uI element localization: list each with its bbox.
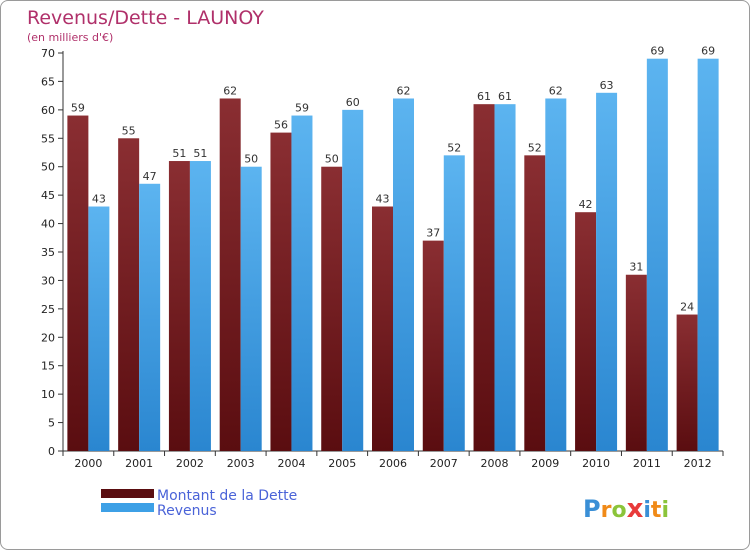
bar-revenus [443,155,465,452]
x-tick-label: 2011 [633,457,661,470]
y-tick-label: 55 [41,132,55,145]
data-label: 50 [244,153,258,166]
bar-revenus [291,115,313,452]
x-tick-label: 2002 [176,457,204,470]
bar-dette [422,240,444,451]
bar-revenus [88,206,110,451]
x-tick-label: 2009 [531,457,559,470]
bar-revenus [596,92,618,452]
data-label: 51 [193,147,207,160]
x-tick-label: 2010 [582,457,610,470]
x-tick-label: 2001 [125,457,153,470]
data-label: 61 [498,90,512,103]
x-tick-label: 2000 [74,457,102,470]
chart-axes: 0 5 10 15 20 25 30 35 40 45 50 55 60 65 70 2000 2001 2002… [41,47,724,470]
bar-revenus [342,109,364,451]
data-label: 52 [528,141,542,154]
chart-bars: 59 43 55 47 51 51 62 50 56 59 50 60 43 62 37 52 61 61 52 62… [67,45,719,452]
y-tick-label: 25 [41,303,55,316]
y-tick-label: 60 [41,104,55,117]
bar-dette [625,274,647,451]
y-tick-label: 50 [41,161,55,174]
data-label: 60 [346,96,360,109]
proxiti-logo-text: Proxiti [583,494,669,524]
bar-revenus [189,161,211,451]
data-label: 37 [426,227,440,240]
data-label: 56 [274,119,288,132]
data-label: 69 [701,45,715,58]
data-label: 50 [325,153,339,166]
data-label: 63 [600,79,614,92]
bar-revenus [393,98,414,451]
legend-label-revenus: Revenus [157,503,217,519]
y-tick-label: 35 [41,246,55,259]
bar-dette [270,132,292,451]
data-label: 43 [92,193,106,206]
bar-revenus [494,104,516,452]
data-label: 61 [477,90,491,103]
data-label: 52 [447,141,461,154]
bar-dette [321,166,343,451]
legend-swatch-revenus [101,503,154,512]
y-tick-label: 30 [41,274,55,287]
bar-dette [372,206,393,451]
bar-dette [676,314,698,451]
data-label: 69 [650,45,664,58]
chart-legend: Montant de la Dette Revenus [101,488,297,519]
y-tick-label: 0 [48,445,55,458]
data-label: 42 [579,198,593,211]
data-label: 55 [122,124,136,137]
bar-revenus [697,58,719,451]
bar-dette [473,104,495,452]
y-tick-label: 40 [41,218,55,231]
data-label: 43 [376,193,390,206]
bar-dette [67,115,89,452]
y-tick-label: 45 [41,189,55,202]
data-label: 47 [143,170,157,183]
bar-revenus [240,166,262,451]
chart-title: Revenus/Dette - LAUNOY [27,7,264,29]
y-tick-label: 10 [41,388,55,401]
y-tick-label: 65 [41,75,55,88]
legend-swatch-debt [101,489,154,498]
y-tick-label: 5 [48,417,55,430]
bar-dette [219,98,241,451]
bar-dette [524,155,546,452]
data-label: 62 [397,84,411,97]
x-tick-label: 2008 [481,457,509,470]
bar-dette [575,212,597,451]
data-label: 51 [172,147,186,160]
x-tick-label: 2004 [277,457,305,470]
proxiti-logo: Proxiti [583,494,669,524]
x-tick-label: 2007 [430,457,458,470]
data-label: 62 [223,84,237,97]
y-tick-label: 15 [41,360,55,373]
x-tick-label: 2005 [328,457,356,470]
y-tick-label: 70 [41,47,55,60]
chart-subtitle: (en milliers d'€) [27,31,113,44]
bar-dette [168,161,190,451]
x-tick-label: 2006 [379,457,407,470]
data-label: 59 [295,102,309,115]
data-label: 59 [71,102,85,115]
y-tick-label: 20 [41,331,55,344]
data-label: 62 [549,84,563,97]
data-label: 24 [680,301,694,314]
x-tick-label: 2012 [684,457,712,470]
bar-revenus [646,58,668,451]
bar-revenus [545,98,567,451]
legend-label-debt: Montant de la Dette [157,488,297,504]
bar-dette [118,138,140,452]
bar-revenus [139,183,161,451]
x-tick-label: 2003 [227,457,255,470]
data-label: 31 [629,261,643,274]
